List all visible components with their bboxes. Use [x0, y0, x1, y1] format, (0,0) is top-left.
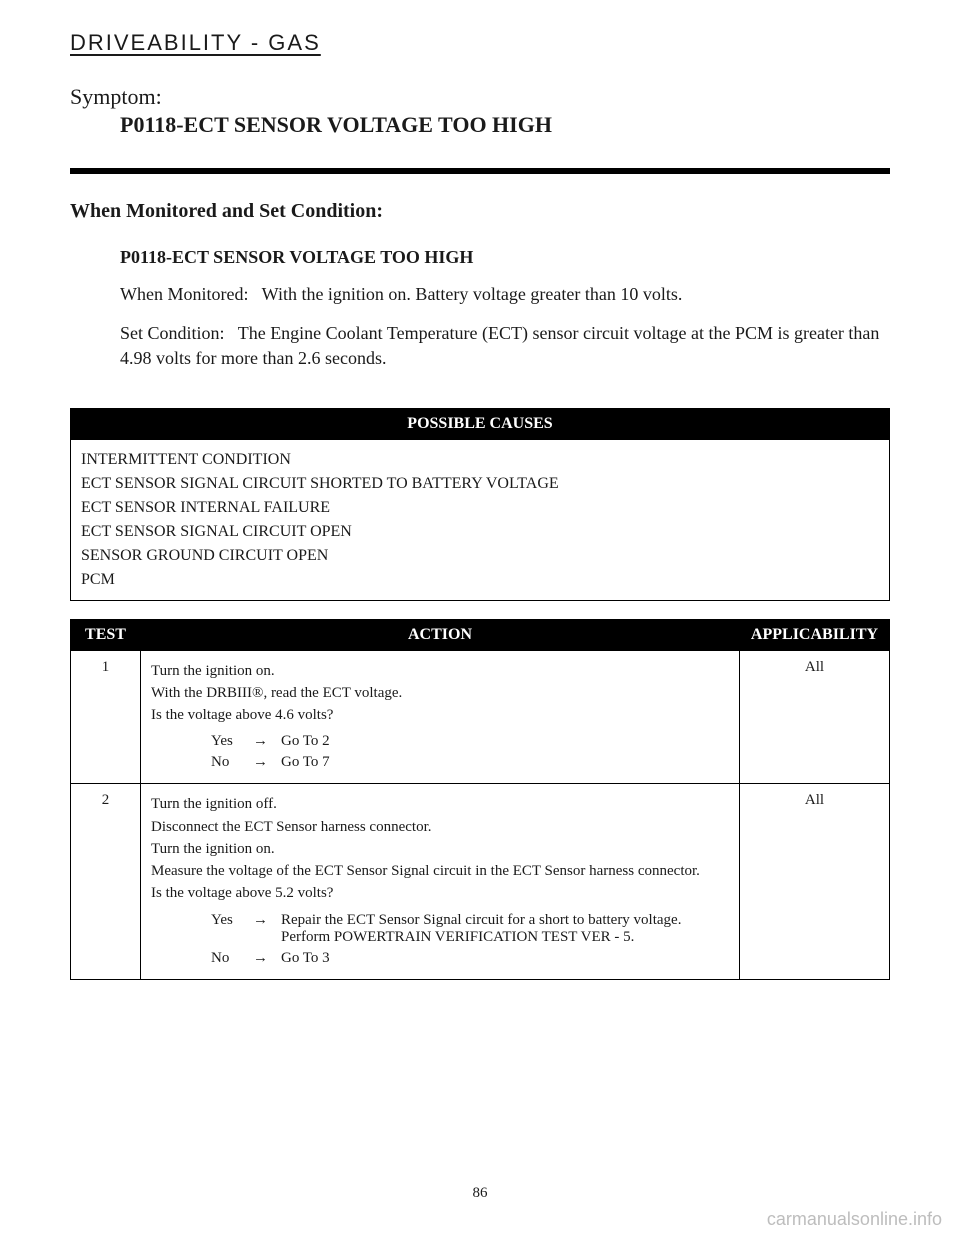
divider-rule — [70, 168, 890, 174]
watermark: carmanualsonline.info — [767, 1209, 942, 1230]
decision-text: Go To 2 — [281, 733, 729, 750]
decision-label: No — [211, 754, 253, 771]
cause-item: ECT SENSOR SIGNAL CIRCUIT OPEN — [81, 520, 879, 544]
condition-subheading: P0118-ECT SENSOR VOLTAGE TOO HIGH — [120, 247, 880, 268]
symptom-label: Symptom: — [70, 84, 890, 110]
decision-block: Yes → Repair the ECT Sensor Signal circu… — [211, 912, 729, 967]
action-line: Measure the voltage of the ECT Sensor Si… — [151, 861, 729, 881]
symptom-title: P0118-ECT SENSOR VOLTAGE TOO HIGH — [120, 112, 890, 138]
action-line: Turn the ignition off. — [151, 794, 729, 814]
test-applicability: All — [740, 784, 890, 979]
decision-text: Go To 7 — [281, 754, 729, 771]
action-line: With the DRBIII®, read the ECT voltage. — [151, 683, 729, 703]
arrow-icon: → — [253, 912, 281, 946]
test-table: TEST ACTION APPLICABILITY 1 Turn the ign… — [70, 619, 890, 980]
page-number: 86 — [0, 1185, 960, 1202]
decision-no: No → Go To 7 — [211, 754, 729, 771]
set-condition-label: Set Condition: — [120, 323, 225, 343]
test-header-test: TEST — [71, 619, 141, 650]
cause-item: ECT SENSOR SIGNAL CIRCUIT SHORTED TO BAT… — [81, 472, 879, 496]
cause-item: ECT SENSOR INTERNAL FAILURE — [81, 496, 879, 520]
decision-label: Yes — [211, 733, 253, 750]
decision-no: No → Go To 3 — [211, 950, 729, 967]
set-condition-text: The Engine Coolant Temperature (ECT) sen… — [120, 323, 879, 368]
cause-item: SENSOR GROUND CIRCUIT OPEN — [81, 544, 879, 568]
condition-block: P0118-ECT SENSOR VOLTAGE TOO HIGH When M… — [120, 247, 880, 372]
set-condition: Set Condition: The Engine Coolant Temper… — [120, 321, 880, 371]
page: DRIVEABILITY - GAS Symptom: P0118-ECT SE… — [0, 0, 960, 1242]
possible-causes-table: POSSIBLE CAUSES INTERMITTENT CONDITION E… — [70, 408, 890, 601]
test-action: Turn the ignition off. Disconnect the EC… — [141, 784, 740, 979]
decision-yes: Yes → Repair the ECT Sensor Signal circu… — [211, 912, 729, 946]
decision-block: Yes → Go To 2 No → Go To 7 — [211, 733, 729, 771]
decision-label: Yes — [211, 912, 253, 946]
test-action: Turn the ignition on. With the DRBIII®, … — [141, 650, 740, 784]
arrow-icon: → — [253, 733, 281, 750]
test-applicability: All — [740, 650, 890, 784]
when-monitored: When Monitored: With the ignition on. Ba… — [120, 282, 880, 307]
arrow-icon: → — [253, 754, 281, 771]
condition-heading: When Monitored and Set Condition: — [70, 200, 890, 223]
action-line: Is the voltage above 4.6 volts? — [151, 705, 729, 725]
decision-label: No — [211, 950, 253, 967]
when-monitored-text: With the ignition on. Battery voltage gr… — [262, 284, 683, 304]
action-line: Disconnect the ECT Sensor harness connec… — [151, 817, 729, 837]
action-line: Turn the ignition on. — [151, 661, 729, 681]
decision-text: Go To 3 — [281, 950, 729, 967]
action-line: Turn the ignition on. — [151, 839, 729, 859]
decision-text-main: Repair the ECT Sensor Signal circuit for… — [281, 912, 681, 928]
test-header-applicability: APPLICABILITY — [740, 619, 890, 650]
decision-text-extra: Perform POWERTRAIN VERIFICATION TEST VER… — [281, 929, 634, 945]
possible-causes-cell: INTERMITTENT CONDITION ECT SENSOR SIGNAL… — [71, 439, 890, 600]
test-number: 2 — [71, 784, 141, 979]
when-monitored-label: When Monitored: — [120, 284, 248, 304]
test-number: 1 — [71, 650, 141, 784]
arrow-icon: → — [253, 950, 281, 967]
table-row: 2 Turn the ignition off. Disconnect the … — [71, 784, 890, 979]
cause-item: PCM — [81, 568, 879, 592]
cause-item: INTERMITTENT CONDITION — [81, 448, 879, 472]
section-header: DRIVEABILITY - GAS — [70, 30, 890, 56]
decision-text: Repair the ECT Sensor Signal circuit for… — [281, 912, 729, 946]
decision-yes: Yes → Go To 2 — [211, 733, 729, 750]
possible-causes-header: POSSIBLE CAUSES — [71, 408, 890, 439]
test-header-action: ACTION — [141, 619, 740, 650]
table-row: 1 Turn the ignition on. With the DRBIII®… — [71, 650, 890, 784]
action-line: Is the voltage above 5.2 volts? — [151, 883, 729, 903]
